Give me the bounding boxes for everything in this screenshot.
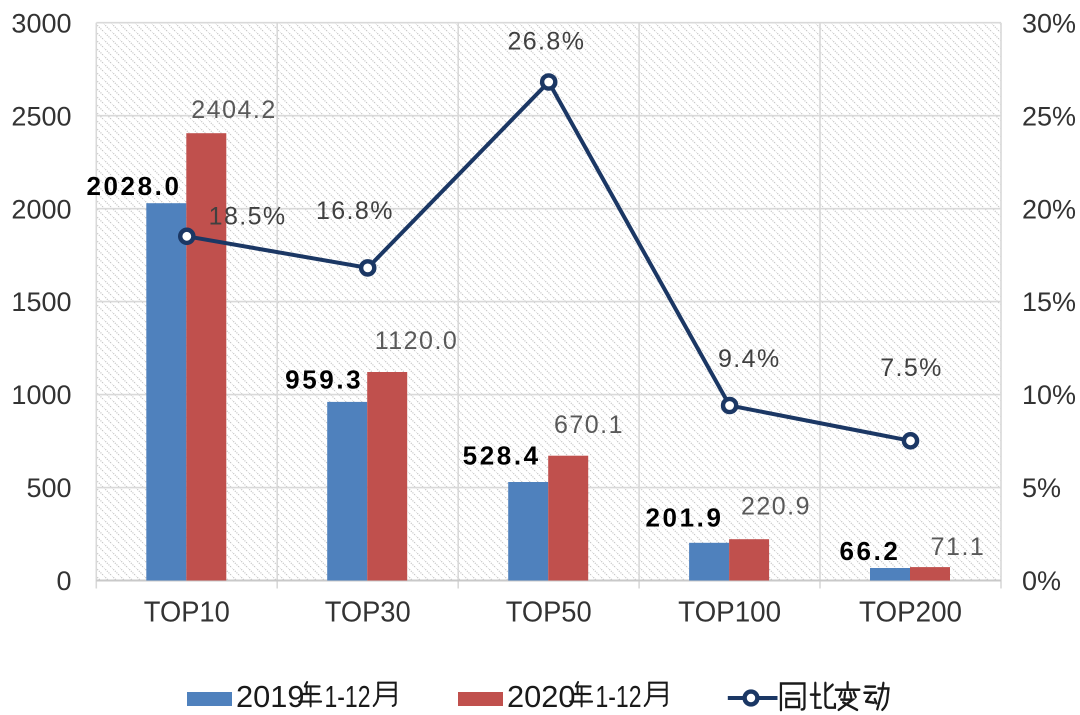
svg-text:1120.0: 1120.0 <box>375 327 459 355</box>
svg-text:7.5%: 7.5% <box>880 354 943 382</box>
svg-text:2404.2: 2404.2 <box>191 96 276 124</box>
svg-text:15%: 15% <box>1022 287 1076 317</box>
svg-text:16.8%: 16.8% <box>316 197 394 225</box>
svg-text:500: 500 <box>26 473 71 503</box>
svg-text:25%: 25% <box>1022 101 1076 131</box>
svg-text:2000: 2000 <box>11 194 71 224</box>
svg-text:2019: 2019 <box>236 679 305 714</box>
svg-text:18.5%: 18.5% <box>209 202 287 230</box>
svg-text:201.9: 201.9 <box>645 503 723 533</box>
svg-text:9.4%: 9.4% <box>718 345 781 373</box>
svg-text:71.1: 71.1 <box>931 533 986 561</box>
svg-text:3000: 3000 <box>11 8 71 38</box>
svg-text:0%: 0% <box>1022 566 1061 596</box>
svg-text:10%: 10% <box>1022 380 1076 410</box>
svg-text:30%: 30% <box>1022 8 1076 38</box>
svg-text:0: 0 <box>56 566 71 596</box>
svg-text:2500: 2500 <box>11 101 71 131</box>
svg-text:TOP30: TOP30 <box>325 597 411 629</box>
svg-text:26.8%: 26.8% <box>507 28 585 56</box>
svg-text:2028.0: 2028.0 <box>86 171 181 201</box>
svg-text:TOP200: TOP200 <box>859 597 962 629</box>
svg-text:528.4: 528.4 <box>463 441 541 471</box>
svg-text:TOP10: TOP10 <box>144 597 230 629</box>
svg-text:1-12: 1-12 <box>596 679 642 714</box>
svg-text:TOP100: TOP100 <box>678 597 781 629</box>
svg-text:TOP50: TOP50 <box>506 597 592 629</box>
svg-text:959.3: 959.3 <box>285 365 363 395</box>
svg-text:1-12: 1-12 <box>325 679 371 714</box>
svg-text:5%: 5% <box>1022 473 1061 503</box>
svg-text:1000: 1000 <box>11 380 71 410</box>
svg-text:20%: 20% <box>1022 194 1076 224</box>
svg-text:1500: 1500 <box>11 287 71 317</box>
svg-text:66.2: 66.2 <box>839 536 900 566</box>
svg-text:670.1: 670.1 <box>554 411 624 439</box>
svg-text:220.9: 220.9 <box>741 493 811 521</box>
svg-text:2020: 2020 <box>507 679 576 714</box>
